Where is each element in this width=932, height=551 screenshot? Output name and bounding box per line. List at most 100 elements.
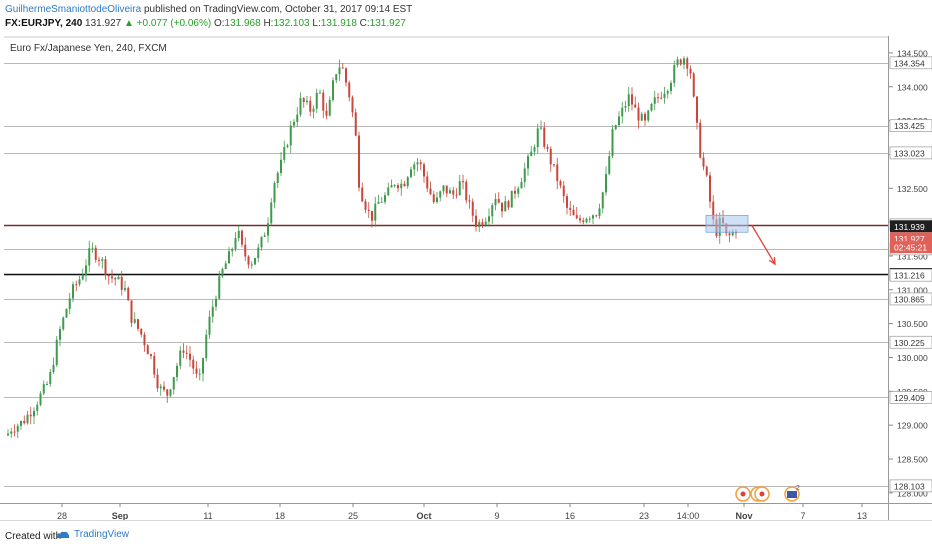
candle-body [302, 98, 305, 103]
candle-body [133, 319, 136, 323]
created-with-text: Created with [5, 531, 62, 542]
time-tick-label: 25 [348, 511, 358, 520]
candle-body [709, 175, 711, 202]
candle-body [679, 59, 682, 65]
candle-body [153, 355, 156, 375]
candle-body [185, 352, 188, 354]
candle-body [33, 410, 35, 417]
symbol-label: FX:EURJPY, 240 [5, 18, 83, 29]
annotations-layer [705, 214, 776, 266]
candle-body [647, 110, 650, 121]
candle-body [458, 181, 461, 196]
publish-line: GuilhermeSmaniottodeOliveira published o… [5, 3, 412, 16]
candle-body [104, 259, 107, 275]
candle-body [549, 148, 552, 165]
time-axis[interactable]: 28 Sep 11 18 25 Oct 9 16 23 14:00 Nov 7 13 [57, 503, 867, 521]
high-value: 132.103 [273, 18, 310, 29]
time-tick-label: Oct [416, 511, 431, 520]
candle-body [683, 58, 685, 65]
candle-body [280, 159, 282, 173]
candle-body [455, 194, 458, 196]
candle-body [146, 345, 149, 355]
candle-body [572, 209, 575, 216]
candle-body [432, 194, 435, 203]
candle-body [172, 377, 175, 390]
candle-body [546, 146, 549, 149]
candle-body [29, 414, 32, 417]
level-price-tag [889, 268, 932, 282]
last-price: 131.927 [85, 18, 122, 29]
candle-body [585, 218, 588, 223]
low-value: 131.918 [320, 18, 357, 29]
candle-body [312, 108, 315, 112]
candle-body [325, 110, 328, 116]
price-tag [890, 241, 932, 254]
time-tick-label: 16 [565, 511, 575, 520]
candle-body [163, 386, 165, 390]
events-layer: 2 [735, 485, 800, 502]
candle-body [579, 218, 581, 221]
candle-body [462, 181, 464, 183]
level-price-label: 131.216 [894, 271, 925, 281]
candle-body [530, 151, 533, 157]
candle-body [16, 425, 19, 432]
candle-body [244, 244, 247, 257]
author-link[interactable]: GuilhermeSmaniottodeOliveira [5, 4, 142, 15]
candle-body [601, 192, 604, 209]
price-axis[interactable]: 134.500134.000133.500133.000132.500132.0… [889, 48, 932, 498]
candle-body [575, 215, 578, 219]
level-price-tag [889, 119, 932, 133]
candle-body [445, 185, 448, 194]
price-chart[interactable]: Euro Fx/Japanese Yen, 240, FXCM 134.5001… [0, 36, 932, 521]
footer: Created with TradingView [0, 520, 932, 551]
level-price-tag [889, 292, 932, 306]
candle-body [488, 216, 490, 222]
candle-body [75, 284, 78, 286]
low-label: L: [312, 18, 321, 29]
candle-body [322, 92, 325, 111]
tradingview-logo[interactable]: TradingView [56, 529, 129, 540]
candle-body [592, 215, 594, 219]
candle-body [569, 207, 572, 210]
candle-body [267, 223, 269, 236]
flag-icon [787, 491, 797, 498]
time-tick-label: 23 [639, 511, 649, 520]
candle-body [247, 256, 250, 265]
down-arrow [751, 225, 776, 265]
candle-body [712, 201, 715, 220]
candle-body [686, 58, 689, 69]
candle-body [520, 181, 523, 189]
candle-body [286, 145, 289, 148]
candle-body [393, 185, 396, 187]
candle-body [595, 215, 598, 217]
candle-body [159, 386, 162, 389]
candle-body [559, 181, 562, 186]
event-marker-dot-icon [740, 491, 746, 497]
candle-body [618, 116, 620, 126]
candle-body [211, 306, 214, 317]
candle-body [345, 68, 347, 83]
candle-body [494, 199, 497, 206]
level-price-label: 129.409 [894, 393, 925, 403]
candle-body [143, 334, 146, 346]
candle-body [497, 199, 500, 203]
open-value: 131.968 [224, 18, 261, 29]
candle-body [501, 202, 503, 212]
candle-body [423, 164, 425, 177]
level-price-tag [889, 146, 932, 160]
candle-body [169, 389, 172, 396]
candle-body [124, 287, 126, 290]
candle-body [390, 185, 393, 188]
time-tick-label: Nov [735, 511, 752, 520]
arrow-head-icon [768, 257, 776, 266]
candle-body [94, 247, 97, 260]
candle-body [42, 384, 45, 394]
chart-area[interactable]: Euro Fx/Japanese Yen, 240, FXCM 134.500 1… [0, 36, 932, 521]
candle-body [198, 373, 201, 375]
close-label: C: [359, 18, 370, 29]
candle-body [673, 65, 676, 83]
level-price-tag [889, 479, 932, 493]
candle-body [429, 188, 432, 195]
candle-body [634, 104, 637, 108]
candle-body [263, 235, 266, 237]
